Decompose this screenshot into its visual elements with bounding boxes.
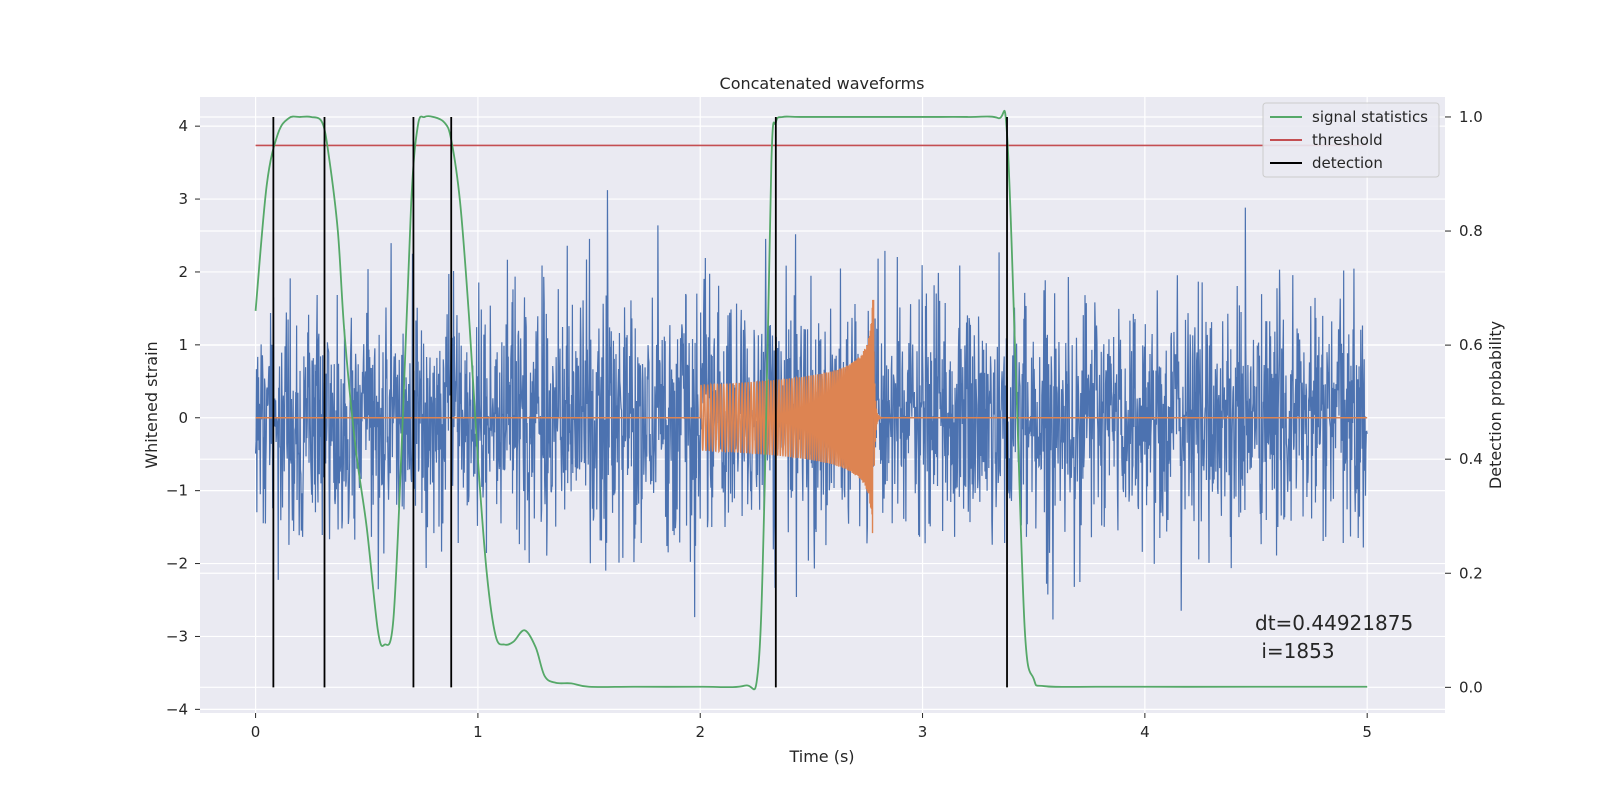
legend-label-signal-statistics: signal statistics: [1312, 108, 1428, 126]
x-tick-label: 1: [473, 723, 483, 741]
y-tick-label: −4: [166, 700, 188, 718]
y-tick-label: 1: [178, 336, 188, 354]
annotation-index: i=1853: [1255, 639, 1335, 663]
y2-tick-label: 0.2: [1459, 564, 1483, 582]
y-axis-label: Whitened strain: [142, 341, 161, 468]
annotation: dt=0.44921875 i=1853: [1255, 611, 1413, 663]
x-axis-ticks: 0 1 2 3 4 5: [251, 713, 1372, 741]
series-noise-line: [254, 190, 1368, 620]
y2-tick-label: 0.8: [1459, 222, 1483, 240]
x-tick-label: 4: [1140, 723, 1150, 741]
data-layer: [254, 109, 1368, 691]
x-axis-label: Time (s): [788, 747, 854, 766]
y2-axis-label: Detection probability: [1486, 321, 1505, 489]
x-tick-label: 0: [251, 723, 261, 741]
legend-label-detection: detection: [1312, 154, 1383, 172]
legend-label-threshold: threshold: [1312, 131, 1383, 149]
right-axis-ticks: 0.0 0.2 0.4 0.6 0.8 1.0: [1445, 108, 1483, 696]
y2-tick-label: 1.0: [1459, 108, 1483, 126]
series-injection-line: [255, 299, 1368, 534]
chart-title: Concatenated waveforms: [720, 74, 925, 93]
y-tick-label: 4: [178, 117, 188, 135]
y2-tick-label: 0.4: [1459, 450, 1483, 468]
x-tick-label: 2: [695, 723, 705, 741]
y-tick-label: −2: [166, 555, 188, 573]
y-tick-label: 3: [178, 190, 188, 208]
y-tick-label: −1: [166, 482, 188, 500]
y2-tick-label: 0.0: [1459, 678, 1483, 696]
x-tick-label: 3: [918, 723, 928, 741]
legend: signal statistics threshold detection: [1262, 102, 1440, 178]
y-tick-label: 2: [178, 263, 188, 281]
y-tick-label: −3: [166, 627, 188, 645]
left-axis-ticks: −4 −3 −2 −1 0 1 2 3 4: [166, 117, 200, 718]
x-tick-label: 5: [1362, 723, 1372, 741]
y2-tick-label: 0.6: [1459, 336, 1483, 354]
annotation-dt: dt=0.44921875: [1255, 611, 1413, 635]
y-tick-label: 0: [178, 409, 188, 427]
series-signal-statistics-line: [254, 109, 1368, 691]
legend-box: [1262, 102, 1440, 178]
